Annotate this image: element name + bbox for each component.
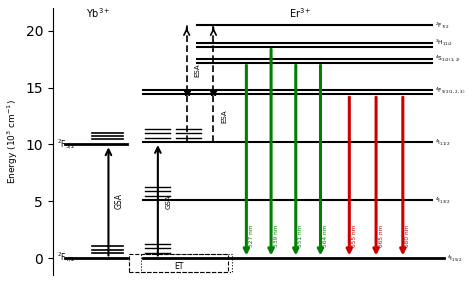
Text: 527 nm: 527 nm (249, 225, 254, 247)
Text: 539 nm: 539 nm (273, 225, 279, 247)
Text: GSA: GSA (115, 193, 124, 209)
Text: ESA: ESA (195, 64, 201, 77)
Text: $^2$H$_{11/2}$: $^2$H$_{11/2}$ (435, 38, 453, 47)
Text: Yb$^{3+}$: Yb$^{3+}$ (86, 7, 110, 21)
Text: $^2$F$_{7/2}$: $^2$F$_{7/2}$ (435, 20, 449, 30)
Text: GSA: GSA (166, 194, 172, 209)
Text: $^4$I$_{15/2}$: $^4$I$_{15/2}$ (447, 254, 463, 263)
Text: 564 nm: 564 nm (323, 225, 328, 247)
Text: $^4$S$_{3/2\,(1,2)}$: $^4$S$_{3/2\,(1,2)}$ (435, 54, 461, 63)
Text: $^4$F$_{9/2\,(1,2,3)}$: $^4$F$_{9/2\,(1,2,3)}$ (435, 85, 465, 95)
Text: Er$^{3+}$: Er$^{3+}$ (289, 7, 311, 21)
Text: $^4$I$_{11/2}$: $^4$I$_{11/2}$ (435, 137, 450, 147)
Text: 680 nm: 680 nm (405, 225, 410, 247)
Text: $^2$F$_{5/2}$: $^2$F$_{5/2}$ (57, 137, 75, 151)
Text: ET: ET (174, 262, 183, 271)
Y-axis label: Energy (10$^3$ cm$^{-1}$): Energy (10$^3$ cm$^{-1}$) (6, 99, 20, 184)
Text: ESA: ESA (221, 109, 228, 123)
Text: 655 nm: 655 nm (352, 225, 357, 247)
Text: 665 nm: 665 nm (379, 225, 383, 247)
Text: $^2$F$_{7/2}$: $^2$F$_{7/2}$ (57, 251, 75, 266)
Text: $^4$I$_{13/2}$: $^4$I$_{13/2}$ (435, 196, 450, 205)
Text: 551 nm: 551 nm (298, 225, 303, 247)
